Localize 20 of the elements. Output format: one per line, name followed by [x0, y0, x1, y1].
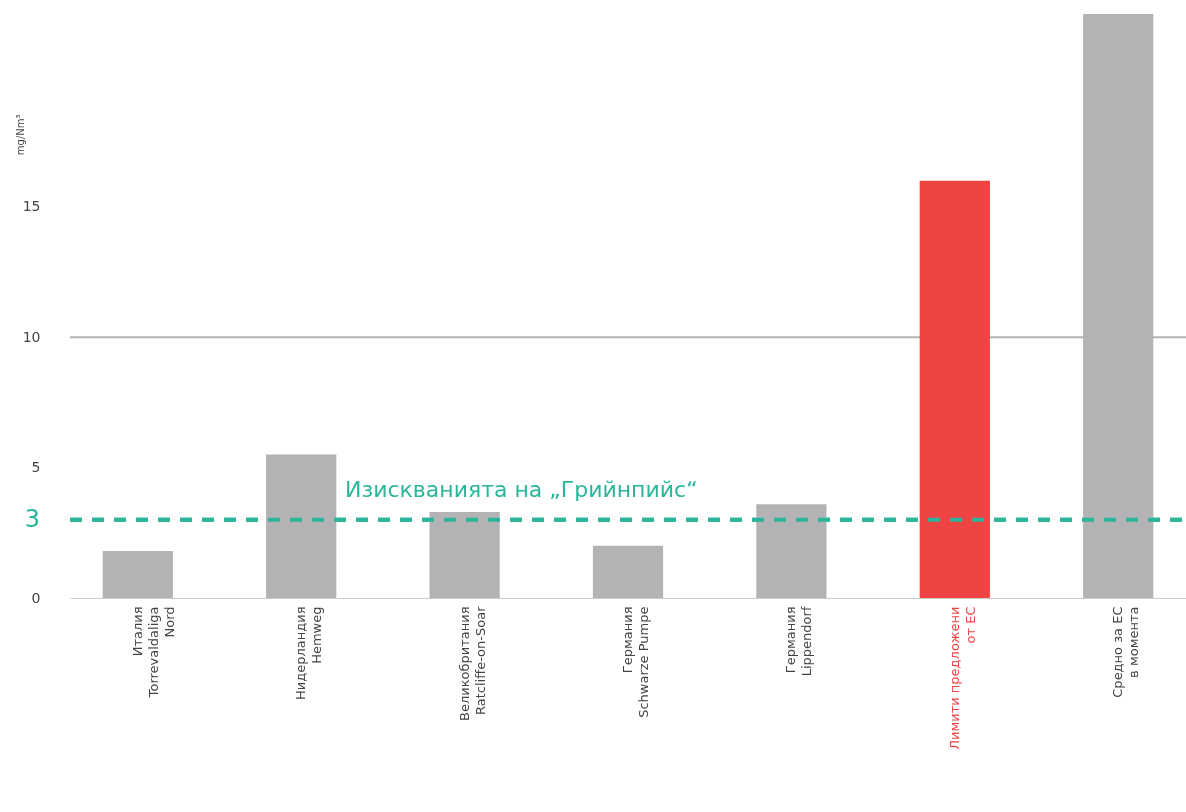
x-tick-label: Германия Lippendorf — [783, 606, 815, 677]
x-tick-label: Великобритания Ratcliffe-on-Soar — [456, 605, 488, 722]
ref-line-label: 3 — [24, 504, 40, 533]
x-tick-label: Германия Schwarze Pumpe — [620, 606, 651, 718]
bar — [266, 454, 337, 598]
y-tick-label: 5 — [31, 459, 41, 476]
bar — [756, 504, 827, 598]
bar — [919, 180, 990, 598]
x-tick-label: Средно за ЕС в момента — [1110, 606, 1142, 698]
y-axis-title: mg/Nm³ — [14, 114, 26, 156]
y-tick-label: 0 — [31, 589, 41, 606]
annotation: Изискванията на „Грийнпийс“ — [345, 476, 698, 502]
y-tick-label: 10 — [22, 328, 41, 345]
x-tick-label: Италия Torrevaldaliga Nord — [129, 606, 177, 699]
bar — [102, 551, 173, 598]
bar — [592, 545, 664, 598]
x-tick-label: Лимити предложени от ЕС — [946, 606, 978, 750]
x-tick-label: Нидерландия Hemweg — [293, 606, 325, 700]
bar — [429, 511, 500, 598]
y-tick-label: 15 — [22, 198, 41, 215]
